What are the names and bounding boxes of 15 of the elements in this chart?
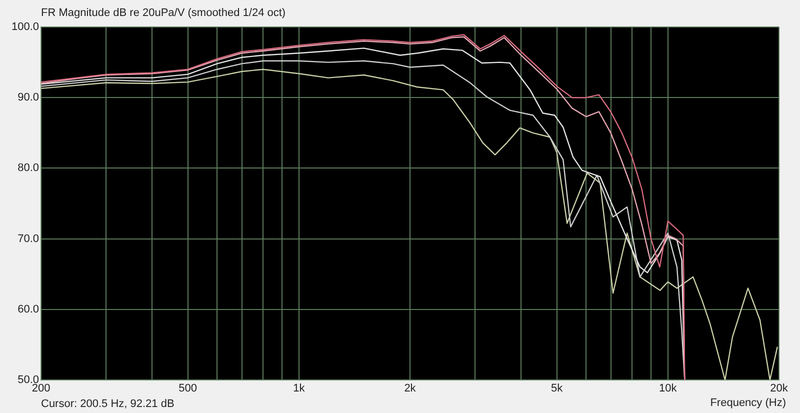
chart-title: FR Magnitude dB re 20uPa/V (smoothed 1/24 oct) [41,7,286,19]
x-tick-label: 20k [770,382,788,395]
x-tick-label: 5k [551,382,564,395]
y-tick-label: 80.0 [18,162,39,174]
y-tick-label: 100.0 [11,21,39,34]
x-tick-label: 500 [178,382,198,395]
x-tick-label: 10k [659,382,678,395]
x-tick-label: 1k [293,382,306,395]
y-tick-label: 70.0 [18,232,39,245]
y-tick-label: 60.0 [18,303,39,316]
x-tick-label: 2k [404,382,416,395]
x-axis-title: Frequency (Hz) [710,397,786,409]
y-tick-label: 90.0 [18,92,39,104]
x-tick-label: 200 [32,382,50,395]
text: Cursor: 200.5 Hz, 92.21 dB [41,398,174,410]
